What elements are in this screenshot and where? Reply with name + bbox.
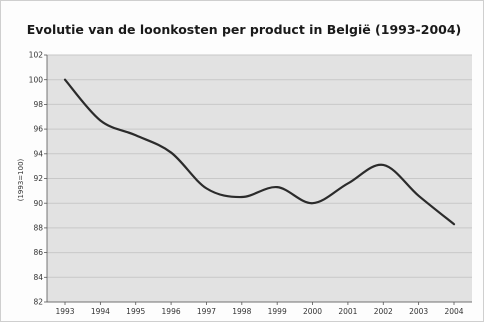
x-tick-label: 1993: [55, 307, 74, 316]
x-axis-ticks: 1993 1994 1995 1996 1997 1998 1999 2000 2001 2002…: [47, 301, 472, 316]
x-tick-label: 1999: [268, 307, 287, 316]
x-tick-label: 1995: [126, 307, 145, 316]
y-tick-label: 88: [33, 224, 43, 233]
x-tick-label: 2001: [338, 307, 357, 316]
x-tick-label: 2000: [303, 307, 322, 316]
series-line-0: [63, 78, 456, 226]
data-point-2003: [418, 195, 420, 197]
y-tick-label: 84: [33, 273, 43, 282]
y-tick-label: 82: [33, 298, 43, 307]
y-tick-label: 98: [33, 100, 43, 109]
x-tick-label: 2003: [409, 307, 428, 316]
data-point-1998: [241, 196, 243, 198]
y-tick-label: 90: [33, 199, 43, 208]
x-tick-label: 2002: [374, 307, 393, 316]
series-group: [63, 78, 456, 226]
x-tick-label: 1996: [162, 307, 181, 316]
gridlines: [47, 54, 472, 303]
data-point-1993: [64, 79, 66, 81]
y-tick-label: 86: [33, 248, 43, 257]
y-tick-label: 102: [29, 51, 44, 60]
data-point-1995: [135, 134, 137, 136]
data-point-1996: [170, 151, 172, 154]
data-point-2001: [347, 182, 349, 185]
x-tick-label: 2004: [444, 307, 463, 316]
data-point-2000: [311, 202, 314, 204]
y-tick-label: 96: [33, 125, 43, 134]
y-axis-label: (1993=100): [17, 158, 25, 201]
data-point-1994: [99, 119, 101, 122]
data-point-1997: [205, 187, 208, 189]
y-tick-label: 94: [33, 149, 43, 158]
x-tick-label: 1998: [232, 307, 251, 316]
data-point-2004: [453, 223, 455, 225]
y-axis-ticks: 82 84 86 88 90 92 94 96 98 100 102: [29, 51, 48, 307]
data-point-2002: [382, 164, 384, 166]
data-point-1999: [276, 186, 278, 188]
y-tick-label: 92: [33, 174, 43, 183]
x-tick-label: 1997: [197, 307, 216, 316]
y-tick-label: 100: [29, 75, 44, 84]
chart-title: Evolutie van de loonkosten per product i…: [27, 22, 462, 37]
x-tick-label: 1994: [91, 307, 110, 316]
